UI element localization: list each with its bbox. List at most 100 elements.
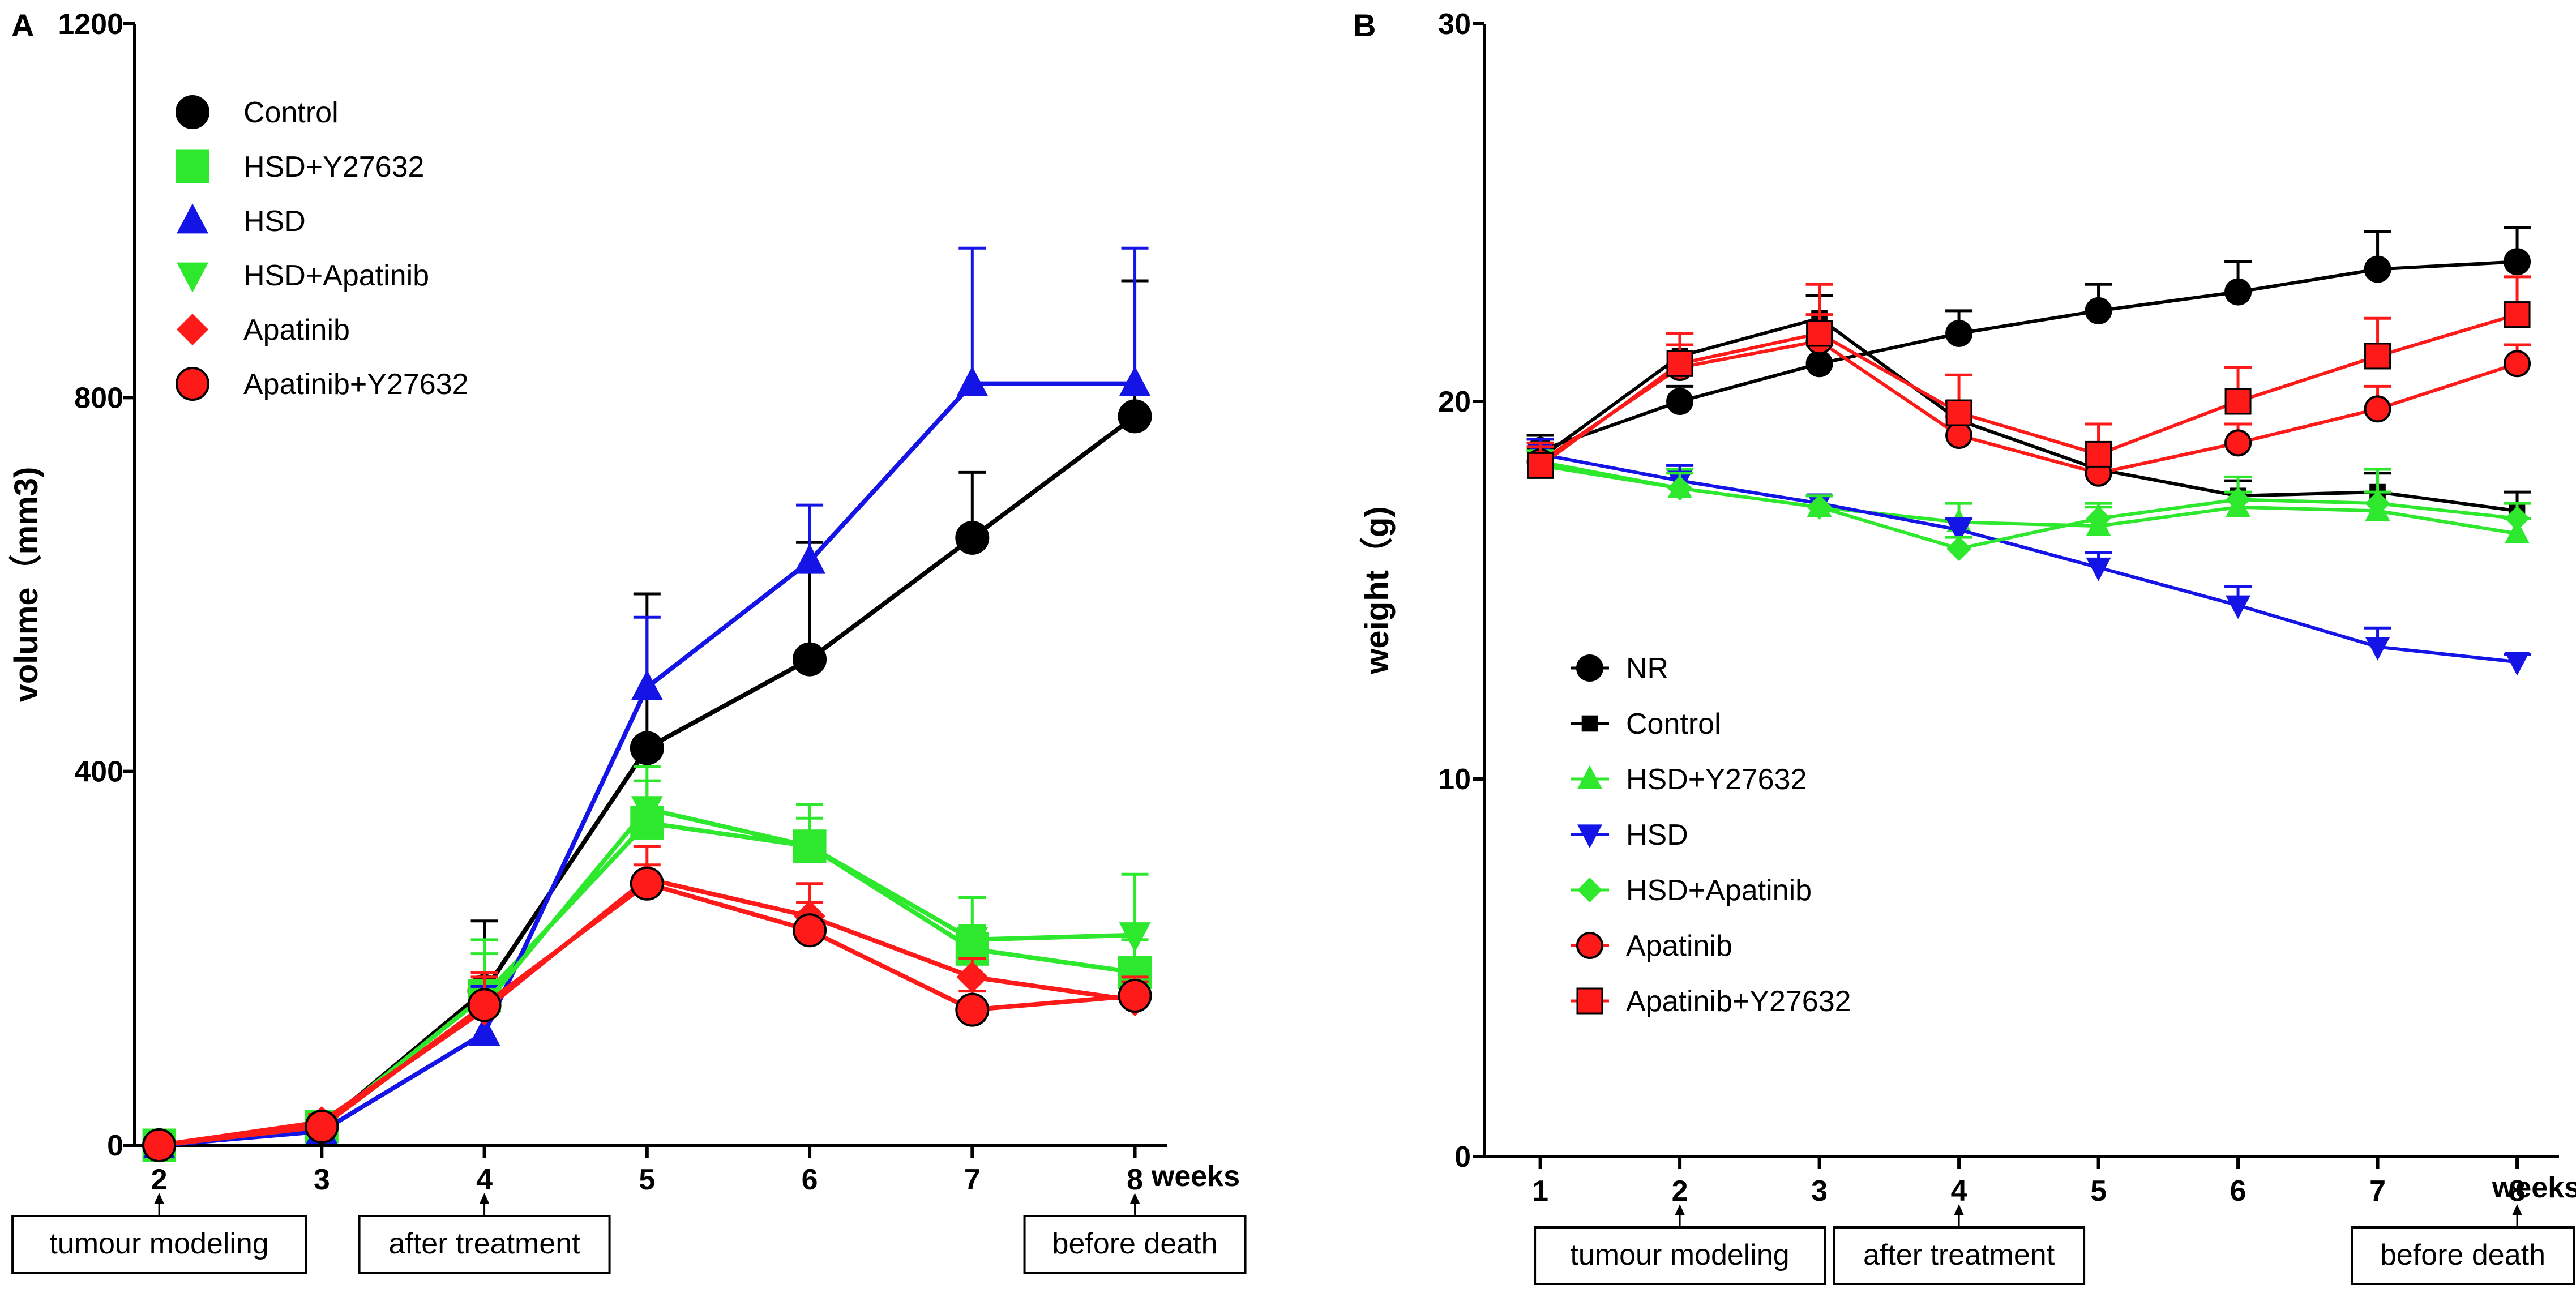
series-line bbox=[1539, 316, 2518, 513]
data-point bbox=[305, 1109, 339, 1144]
legend-entry: HSD+Y27632 bbox=[176, 149, 424, 183]
data-point bbox=[1119, 366, 1151, 396]
legend-marker bbox=[1576, 932, 1603, 959]
legend-label: Apatinib+Y27632 bbox=[1626, 985, 1851, 1018]
data-point bbox=[2364, 343, 2391, 370]
legend-marker bbox=[1577, 824, 1602, 849]
data-point bbox=[2224, 429, 2252, 457]
legend-entry: NR bbox=[1571, 652, 1668, 685]
legend-entry: Control bbox=[1571, 708, 1721, 741]
x-tick-label: 7 bbox=[2369, 1175, 2386, 1208]
x-tick-label: 4 bbox=[476, 1163, 493, 1196]
legend-entry: HSD+Apatinib bbox=[1571, 874, 1812, 907]
x-axis-title: weeks bbox=[2492, 1171, 2576, 1204]
x-tick-label: 8 bbox=[1127, 1163, 1143, 1196]
y-tick-label: 10 bbox=[1438, 763, 1471, 796]
data-point bbox=[956, 366, 989, 396]
data-point bbox=[956, 961, 989, 993]
data-point bbox=[2224, 388, 2252, 415]
data-point bbox=[955, 520, 990, 555]
legend-marker bbox=[1576, 654, 1603, 682]
annotation-label: before death bbox=[2380, 1239, 2545, 1272]
data-point bbox=[2504, 350, 2531, 378]
annotation-box bbox=[1833, 1226, 2086, 1285]
legend-label: Control bbox=[1626, 708, 1721, 741]
series-line bbox=[1539, 339, 2518, 475]
panel-a: A 0 400 800 1200 2 3 4 5 6 7 8 weeks volume（mm3) Contr… bbox=[8, 7, 1247, 1274]
legend-entry: Apatinib+Y27632 bbox=[1571, 985, 1851, 1018]
legend-entry: HSD bbox=[177, 203, 306, 238]
x-tick-label: 5 bbox=[639, 1163, 655, 1196]
legend-label: HSD bbox=[243, 205, 306, 238]
series-hsd-y27632 bbox=[142, 779, 1152, 1162]
legend-label: HSD+Y27632 bbox=[243, 151, 424, 183]
data-point bbox=[2085, 440, 2112, 468]
legend-entry: HSD+Apatinib bbox=[177, 259, 429, 293]
annotation: tumour modeling bbox=[11, 1193, 307, 1274]
annotation-label: tumour modeling bbox=[49, 1227, 268, 1260]
legend-entry: HSD bbox=[1571, 819, 1688, 851]
annotation-box bbox=[1023, 1215, 1247, 1274]
annotation: before death bbox=[2351, 1204, 2575, 1285]
y-tick-label: 0 bbox=[1454, 1141, 1471, 1174]
legend-entry: HSD+Y27632 bbox=[1571, 763, 1807, 796]
legend-label: Apatinib bbox=[1626, 930, 1732, 962]
data-point bbox=[2364, 395, 2391, 423]
panel-label: A bbox=[11, 7, 34, 43]
x-tick-label: 7 bbox=[964, 1163, 981, 1196]
panel-label: B bbox=[1353, 7, 1376, 43]
series-hsd-apatinib bbox=[143, 765, 1151, 1163]
data-point bbox=[2364, 255, 2391, 283]
legend-marker bbox=[177, 314, 208, 345]
data-point bbox=[1945, 422, 1973, 450]
data-point bbox=[955, 992, 990, 1027]
legend-label: HSD+Y27632 bbox=[1626, 763, 1807, 796]
data-point bbox=[2505, 652, 2530, 676]
x-tick-label: 6 bbox=[2230, 1175, 2246, 1208]
data-point bbox=[956, 927, 989, 957]
x-tick-label: 2 bbox=[151, 1163, 168, 1196]
x-tick-label: 3 bbox=[314, 1163, 330, 1196]
annotation: after treatment bbox=[358, 1193, 611, 1274]
annotation-arrowhead bbox=[154, 1193, 165, 1204]
data-point bbox=[1805, 350, 1833, 378]
data-point bbox=[630, 731, 664, 765]
annotation: after treatment bbox=[1833, 1204, 2086, 1285]
data-point bbox=[1667, 476, 1693, 501]
legend-marker bbox=[176, 367, 209, 401]
legend-marker bbox=[1576, 987, 1603, 1015]
y-tick-label: 20 bbox=[1438, 386, 1471, 418]
annotation-label: after treatment bbox=[1863, 1239, 2055, 1272]
legend-label: NR bbox=[1626, 652, 1668, 685]
annotation: before death bbox=[1023, 1193, 1247, 1274]
annotation-arrowhead bbox=[2512, 1204, 2523, 1215]
data-point bbox=[1945, 319, 1973, 347]
data-point bbox=[2086, 557, 2111, 581]
legend-entry: Apatinib bbox=[1571, 930, 1732, 962]
x-tick-label: 5 bbox=[2090, 1175, 2107, 1208]
data-point bbox=[793, 913, 827, 948]
x-tick-label: 6 bbox=[802, 1163, 818, 1196]
series-hsd bbox=[1526, 438, 2531, 676]
annotation-box bbox=[2351, 1226, 2575, 1285]
legend-marker bbox=[1577, 765, 1602, 789]
data-point bbox=[2085, 297, 2112, 324]
data-point bbox=[2504, 301, 2531, 328]
data-point bbox=[794, 543, 826, 574]
y-axis-title: weight（g) bbox=[1359, 506, 1396, 674]
legend-marker bbox=[176, 149, 209, 183]
annotation-label: after treatment bbox=[388, 1227, 580, 1260]
data-point bbox=[794, 833, 826, 864]
x-tick-label: 3 bbox=[1811, 1175, 1828, 1208]
annotation-box bbox=[358, 1215, 611, 1274]
annotation-label: before death bbox=[1052, 1227, 1218, 1260]
legend-label: HSD bbox=[1626, 819, 1688, 851]
series-line bbox=[1539, 313, 2518, 467]
legend-marker bbox=[1577, 878, 1602, 902]
data-point bbox=[1806, 320, 1833, 347]
data-point bbox=[1807, 494, 1832, 520]
annotation-arrowhead bbox=[1954, 1204, 1965, 1215]
data-point bbox=[630, 866, 664, 901]
